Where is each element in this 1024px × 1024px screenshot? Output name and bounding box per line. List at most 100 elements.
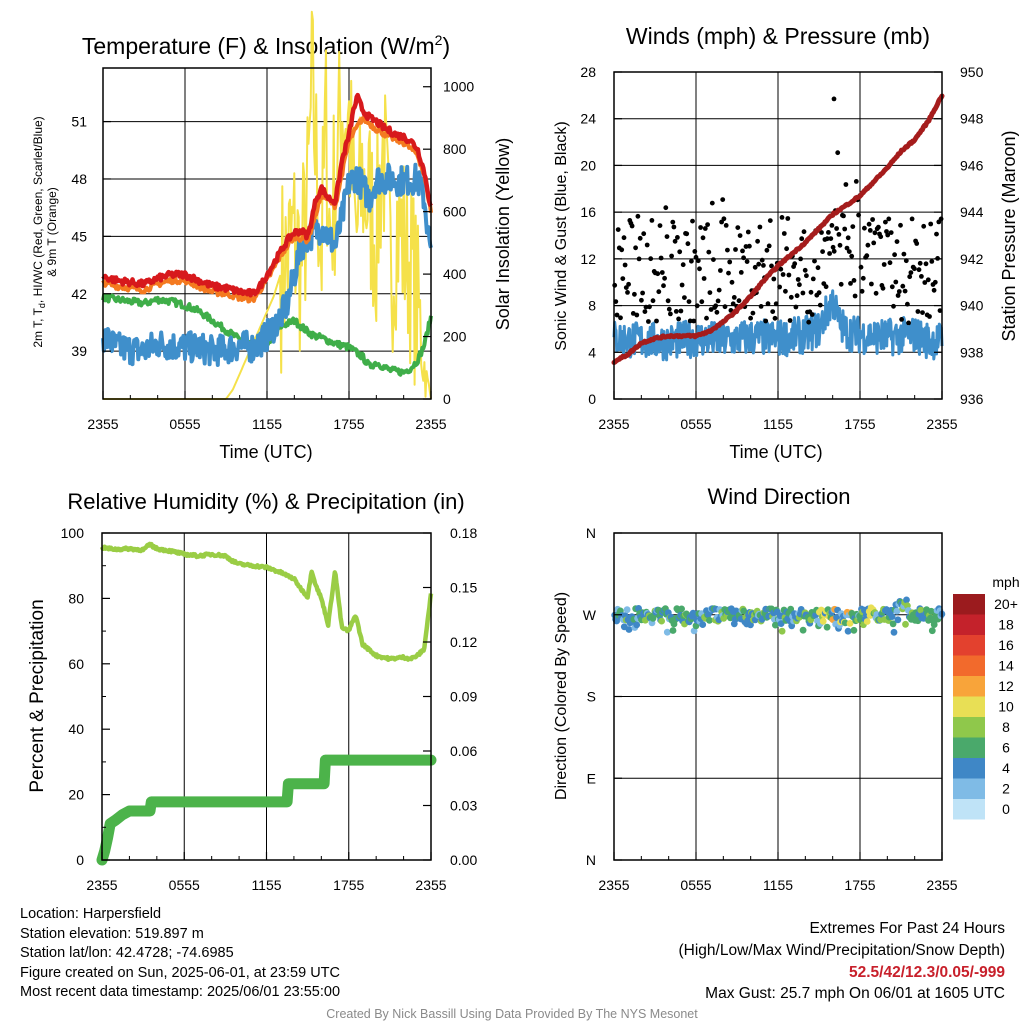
gust-point [901,251,907,257]
gust-point [812,258,817,264]
direction-point [658,617,665,625]
gust-point [909,216,915,222]
gust-point [676,316,681,322]
speed-legend-swatch [953,799,985,820]
gust-point [851,278,857,283]
gust-point [780,272,786,277]
gust-point [922,280,928,285]
gust-point [844,245,850,251]
gust-point [802,267,808,273]
gust-point [686,299,692,304]
gust-point [635,213,641,219]
gust-point [666,306,672,312]
direction-point [799,626,807,634]
gust-point [767,218,773,224]
solar-ytick-label: 800 [443,141,467,157]
dir-ytick-label: S [587,689,596,705]
temperature-xlabel: Time (UTC) [219,442,312,462]
gust-point [665,298,671,304]
wind-series-station-pressure [611,93,945,365]
gust-point [720,197,726,203]
rh-series-precipitation [96,754,437,866]
gust-point [864,253,870,259]
gust-point [896,289,902,294]
gust-point [669,253,674,259]
gust-point [658,255,664,261]
wind-ytick-label: 24 [580,111,596,127]
gust-point [718,268,723,273]
gust-point [693,254,699,260]
direction-ylabel: Direction (Colored By Speed) [553,592,570,800]
gust-point [804,273,809,279]
gust-point [698,225,703,230]
speed-legend-label: 12 [998,678,1014,694]
gust-point [680,262,686,268]
gust-point [820,249,825,255]
gust-point [903,258,909,264]
rh-xtick-label: 0555 [169,877,200,893]
rh-ytick-label: 40 [68,721,84,737]
dir-ytick-label: N [586,525,596,541]
wind-series-sonic-wind [612,289,944,362]
gust-point [925,277,931,283]
gust-point [785,216,791,221]
temperature-grid [103,68,431,399]
gust-point [689,258,694,264]
gust-point [755,238,760,244]
gust-point [816,290,822,296]
speed-legend-swatch [953,717,985,738]
gust-point [655,271,661,277]
wind-ytick-label: 0 [588,391,596,407]
wind-ytick-label: 20 [580,157,596,173]
direction-point [625,626,633,633]
direction-point [863,618,871,625]
rh-ytick-label: 60 [68,656,84,672]
gust-point [898,222,903,228]
gust-point [690,218,695,224]
gust-point [827,251,832,256]
gust-point [797,282,802,288]
gust-point [714,309,720,315]
humidity-title: Relative Humidity (%) & Precipitation (i… [67,489,464,514]
gust-point [744,259,750,264]
temp-xtick-label: 2355 [87,416,118,432]
gust-point [934,231,939,237]
gust-point [885,232,891,238]
station-location: Location: Harpersfield [20,906,162,922]
gust-point [694,303,700,309]
gust-point [836,232,842,237]
gust-point [849,253,855,259]
gust-point [758,304,764,309]
temperature-panel: Temperature (F) & Insolation (W/m2) 39 42… [31,10,513,462]
gust-point [835,150,841,156]
gust-point [895,293,901,298]
gust-point [876,224,881,230]
rh-ytick-label: 0 [76,852,84,868]
gust-point [916,267,922,273]
gust-point [830,244,836,250]
gust-point [900,283,906,289]
gust-point [798,256,803,262]
gust-point [733,247,738,252]
gust-point [777,284,782,290]
direction-point [928,627,936,635]
pressure-ytick-label: 936 [960,391,984,407]
gust-point [841,213,846,219]
gust-point [708,307,714,312]
speed-legend-label: 20+ [994,596,1018,612]
humidity-grid [183,533,350,860]
dir-xtick-label: 1155 [763,877,793,893]
direction-point [633,621,641,629]
wind-xtick-label: 1155 [763,416,793,432]
direction-point [846,620,854,627]
precip-ytick-label: 0.12 [450,634,477,650]
direction-point [772,621,779,629]
gust-point [759,257,765,263]
rh-series-relative-humidity [99,541,434,663]
gust-point [634,312,640,318]
speed-legend-swatch [953,737,985,758]
direction-point [690,627,698,635]
direction-point [889,620,897,628]
speed-legend-swatch [953,758,985,779]
